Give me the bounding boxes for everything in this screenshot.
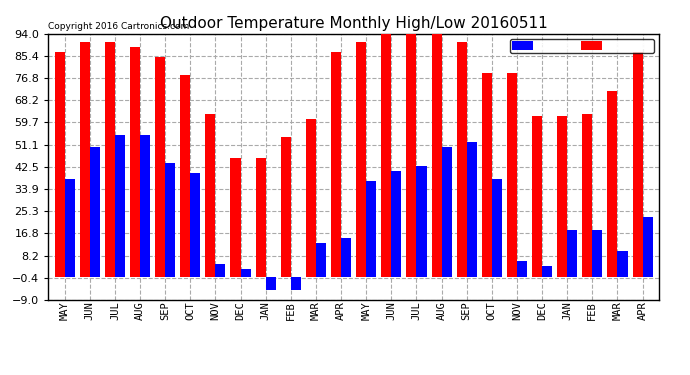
Bar [281,137,290,277]
Bar [366,181,376,277]
Bar [406,31,417,277]
Bar [255,158,266,277]
Bar [180,75,190,277]
Bar [356,42,366,277]
Bar [130,46,140,277]
Bar [532,117,542,277]
Bar [341,238,351,277]
Bar [155,57,165,277]
Bar [567,230,578,277]
Bar [492,178,502,277]
Bar [316,243,326,277]
Bar [306,119,316,277]
Bar [592,230,602,277]
Bar [140,135,150,277]
Bar [382,34,391,277]
Bar [331,52,341,277]
Title: Outdoor Temperature Monthly High/Low 20160511: Outdoor Temperature Monthly High/Low 201… [160,16,547,31]
Bar [642,217,653,277]
Bar [55,52,65,277]
Bar [542,266,552,277]
Bar [457,42,466,277]
Bar [230,158,241,277]
Bar [266,277,276,290]
Bar [206,114,215,277]
Legend: Low  (°F), High  (°F): Low (°F), High (°F) [510,39,653,53]
Bar [607,91,618,277]
Bar [241,269,250,277]
Bar [417,166,426,277]
Bar [466,142,477,277]
Bar [65,178,75,277]
Bar [391,171,402,277]
Bar [517,261,527,277]
Bar [90,147,100,277]
Text: Copyright 2016 Cartronics.com: Copyright 2016 Cartronics.com [48,22,190,31]
Bar [290,277,301,290]
Bar [115,135,125,277]
Bar [80,42,90,277]
Bar [633,52,642,277]
Bar [507,72,517,277]
Bar [482,72,492,277]
Bar [105,42,115,277]
Bar [431,31,442,277]
Bar [582,114,592,277]
Bar [165,163,175,277]
Bar [558,117,567,277]
Bar [442,147,452,277]
Bar [190,173,200,277]
Bar [215,264,226,277]
Bar [618,251,627,277]
